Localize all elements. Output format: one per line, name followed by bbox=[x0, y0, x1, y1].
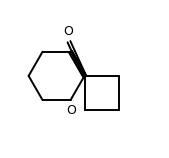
Text: O: O bbox=[63, 25, 73, 38]
Text: O: O bbox=[66, 103, 76, 116]
